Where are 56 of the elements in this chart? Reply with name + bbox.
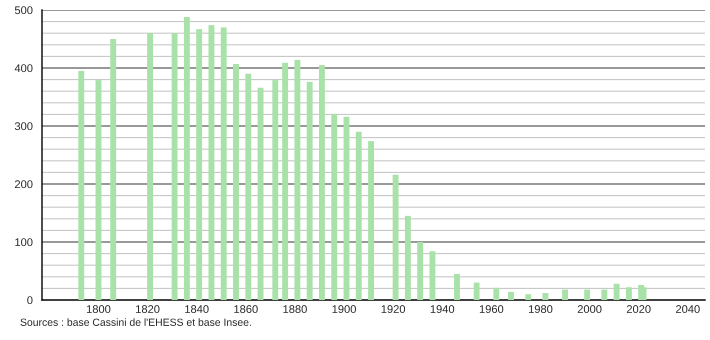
source-note: Sources : base Cassini de l'EHESS et base Insee. [20,318,251,326]
y-tick-label: 400 [14,64,33,72]
bar [233,64,239,300]
y-tick-label: 300 [14,122,33,130]
x-tick-label: 2000 [578,305,602,314]
bar [172,33,178,300]
bar [562,290,568,300]
bar [196,29,202,300]
bar [356,132,362,300]
x-tick-label: 1900 [332,305,356,314]
bar [344,116,350,300]
bar [258,88,264,300]
bar [454,274,460,300]
y-tick-label: 200 [14,180,33,188]
bar [584,290,590,300]
bar [626,287,632,300]
bar [208,25,214,300]
bar [542,293,548,300]
bar [110,39,116,300]
bar [525,294,532,300]
x-tick-label: 1800 [86,305,110,314]
bar [614,284,620,300]
bar [147,33,153,300]
bar [318,65,325,300]
bar [417,242,424,300]
x-tick-label: 1940 [430,305,454,314]
bar [306,82,313,300]
bar [245,74,252,300]
x-tick-label: 1880 [283,305,307,314]
bar [96,80,102,300]
bar [272,80,278,300]
bar [429,251,436,300]
bar [78,70,84,300]
bar [184,16,190,300]
bar [601,290,608,300]
bar [474,282,480,300]
y-tick-label: 100 [15,238,33,246]
bar [294,60,300,300]
bar [331,114,338,300]
x-tick-label: 2020 [626,305,651,314]
bar [368,141,374,300]
x-tick-label: 1820 [136,305,160,314]
y-tick-label: 500 [14,6,33,14]
bar [282,62,288,300]
x-tick-label: 1920 [382,305,406,314]
bar [220,27,227,300]
x-tick-label: 1840 [185,305,209,314]
x-tick-label: 1860 [234,305,258,314]
bar [493,288,500,300]
bar [404,216,411,300]
x-tick-label: 2040 [676,305,700,314]
y-tick-label: 0 [27,296,33,304]
x-tick-label: 1980 [528,305,552,314]
bar [508,292,514,300]
bar [392,174,399,300]
x-tick-label: 1960 [480,305,504,314]
